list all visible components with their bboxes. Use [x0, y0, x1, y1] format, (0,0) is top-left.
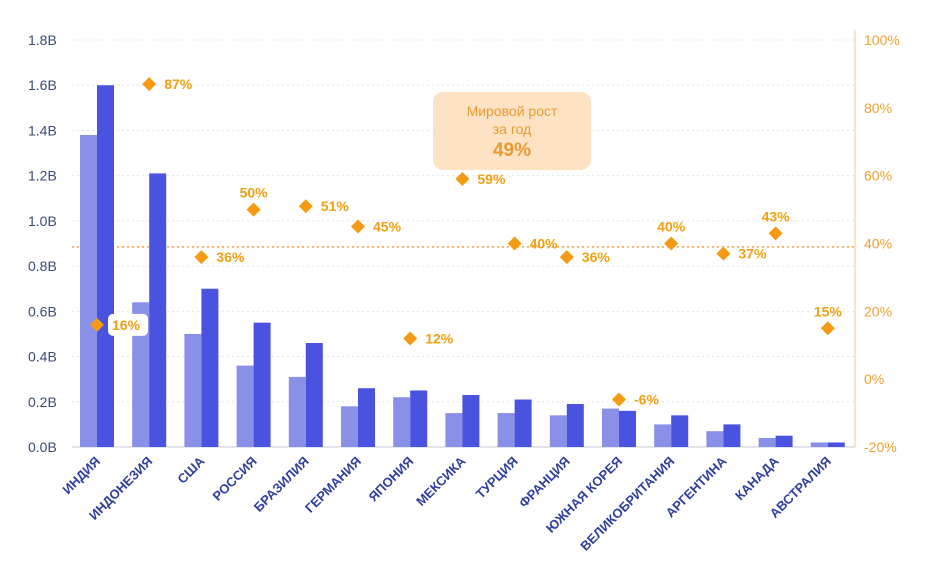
- growth-marker: [351, 219, 365, 234]
- growth-marker: [455, 172, 470, 187]
- callout-line2: за год: [492, 121, 532, 137]
- bar-previous: [393, 397, 411, 447]
- bar-current: [305, 342, 323, 447]
- y-left-tick-label: 1.4B: [28, 122, 57, 138]
- growth-marker: [246, 202, 261, 217]
- growth-label: -6%: [634, 392, 659, 408]
- bar-previous: [810, 442, 828, 447]
- y-left-tick-label: 1.2B: [28, 168, 57, 184]
- category-label: КАНАДА: [732, 453, 782, 503]
- growth-marker: [768, 226, 783, 241]
- y-right-tick-label: 0%: [864, 371, 884, 387]
- growth-label: 59%: [477, 171, 506, 187]
- bar-current: [149, 173, 167, 447]
- callout-line1: Мировой рост: [466, 103, 558, 119]
- y-left-tick-label: 0.0B: [28, 439, 57, 455]
- growth-marker: [559, 250, 574, 265]
- bar-current: [253, 322, 271, 447]
- y-left-tick-label: 1.0B: [28, 213, 57, 229]
- callout-value: 49%: [492, 140, 532, 161]
- bar-previous: [184, 333, 202, 447]
- growth-label: 40%: [657, 219, 686, 235]
- bar-previous: [602, 408, 619, 447]
- y-left-tick-label: 0.4B: [28, 349, 57, 365]
- bar-previous: [445, 413, 463, 447]
- y-right-tick-label: -20%: [864, 439, 897, 455]
- growth-label: 45%: [373, 219, 402, 235]
- category-label: ЯПОНИЯ: [365, 454, 416, 505]
- bar-current: [514, 399, 532, 447]
- bar-previous: [497, 413, 515, 447]
- growth-marker: [90, 317, 104, 332]
- growth-label: 43%: [762, 208, 791, 224]
- growth-marker: [716, 246, 731, 261]
- bar-previous: [132, 302, 150, 447]
- growth-label: 36%: [582, 249, 611, 265]
- growth-label: 87%: [164, 76, 193, 92]
- y-left-tick-label: 1.6B: [28, 77, 57, 93]
- growth-label: 51%: [321, 198, 350, 214]
- category-label: ФРАНЦИЯ: [516, 454, 573, 511]
- bar-current: [723, 424, 741, 447]
- growth-marker: [142, 77, 157, 92]
- bar-current: [671, 415, 689, 447]
- category-label: ВЕЛИКОБРИТАНИЯ: [577, 454, 677, 554]
- category-label: МЕКСИКА: [413, 453, 469, 509]
- y-right-tick-label: 100%: [864, 32, 900, 48]
- y-left-tick-label: 0.8B: [28, 258, 57, 274]
- category-label: ИНДИЯ: [60, 454, 104, 498]
- category-label: США: [174, 453, 208, 487]
- y-right-tick-label: 20%: [864, 303, 892, 319]
- category-label: ТУРЦИЯ: [473, 454, 521, 502]
- bar-previous: [80, 134, 97, 447]
- growth-marker: [298, 199, 313, 214]
- bar-current: [97, 85, 114, 447]
- y-left-tick-label: 0.6B: [28, 303, 57, 319]
- growth-label: 37%: [738, 246, 767, 262]
- growth-marker: [820, 321, 835, 336]
- growth-label: 16%: [112, 317, 141, 333]
- bar-previous: [236, 365, 254, 447]
- bar-current: [566, 404, 584, 447]
- growth-marker: [403, 331, 418, 346]
- growth-label: 12%: [425, 330, 454, 346]
- growth-marker: [507, 236, 522, 251]
- y-left-tick-label: 1.8B: [28, 32, 57, 48]
- bar-current: [827, 442, 845, 447]
- growth-label-bg: [108, 313, 148, 336]
- growth-marker: [664, 236, 679, 251]
- bar-current: [619, 410, 636, 447]
- bar-previous: [654, 424, 672, 447]
- bar-current: [775, 435, 793, 447]
- bar-current: [410, 390, 428, 447]
- bar-current: [201, 288, 219, 447]
- bar-current: [358, 388, 375, 447]
- growth-label: 50%: [240, 185, 269, 201]
- category-label: ГЕРМАНИЯ: [302, 454, 364, 516]
- bar-previous: [549, 415, 567, 447]
- bar-previous: [706, 431, 724, 447]
- growth-marker: [194, 250, 209, 265]
- category-label: РОССИЯ: [209, 454, 259, 504]
- growth-label: 15%: [814, 303, 843, 319]
- bar-current: [462, 394, 480, 447]
- growth-label: 36%: [216, 249, 245, 265]
- y-left-tick-label: 0.2B: [28, 394, 57, 410]
- y-right-tick-label: 60%: [864, 168, 892, 184]
- bar-previous: [341, 406, 358, 447]
- growth-label: 40%: [530, 236, 559, 252]
- bar-previous: [288, 376, 306, 447]
- growth-marker: [612, 392, 626, 407]
- world-growth-callout: Мировой рост за год 49%: [433, 92, 591, 170]
- y-right-tick-label: 40%: [864, 236, 892, 252]
- y-right-tick-label: 80%: [864, 100, 892, 116]
- bar-previous: [758, 437, 776, 447]
